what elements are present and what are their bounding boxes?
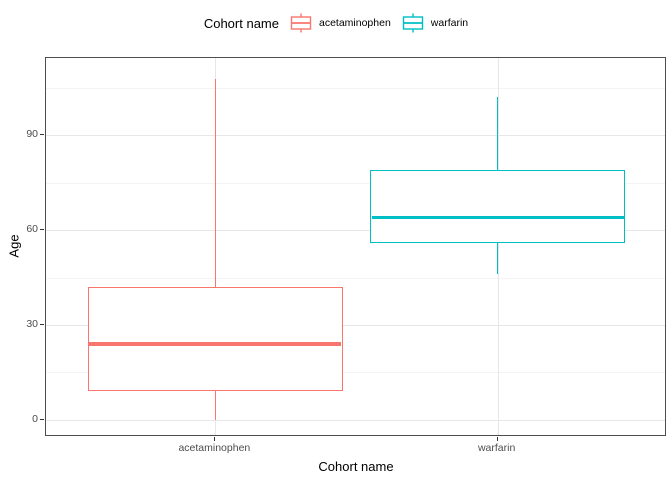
whisker-lower	[214, 391, 217, 420]
plot-panel	[45, 57, 666, 436]
y-tick-label: 90	[26, 128, 38, 141]
x-tick-label: warfarin	[477, 442, 516, 454]
legend-item-warfarin: warfarin	[400, 13, 468, 33]
whisker-upper	[214, 78, 217, 287]
y-gridline-minor	[46, 372, 665, 374]
y-tick-label: 30	[26, 317, 38, 330]
x-axis-title: Cohort name	[318, 459, 394, 474]
y-tick-mark	[40, 134, 44, 136]
whisker-lower	[496, 242, 499, 275]
legend: Cohort name acetaminophen warfarin	[0, 9, 672, 37]
legend-label-acetaminophen: acetaminophen	[318, 17, 391, 29]
whisker-upper	[496, 97, 499, 171]
x-tick-mark	[496, 437, 498, 441]
x-tick-mark	[214, 437, 216, 441]
y-axis-title: Age	[6, 234, 22, 258]
y-gridline-major	[46, 135, 665, 137]
box-iqr	[370, 170, 626, 243]
legend-title: Cohort name	[203, 15, 279, 31]
y-gridline-major	[46, 230, 665, 232]
y-gridline-minor	[46, 88, 665, 89]
y-tick-mark	[40, 229, 44, 231]
legend-item-acetaminophen: acetaminophen	[288, 13, 391, 33]
y-tick-label: 60	[26, 223, 38, 236]
y-gridline-minor	[46, 277, 665, 279]
boxplot-key-icon	[402, 13, 423, 33]
y-tick-label: 0	[32, 412, 38, 425]
legend-label-warfarin: warfarin	[430, 17, 469, 29]
boxplot-key-icon	[290, 13, 312, 33]
x-tick-label: acetaminophen	[178, 442, 251, 454]
y-gridline-minor	[46, 182, 665, 184]
y-gridline-major	[46, 419, 665, 421]
median-line	[89, 342, 342, 346]
y-tick-mark	[40, 323, 44, 325]
y-tick-mark	[40, 418, 44, 420]
box-iqr	[87, 286, 343, 392]
median-line	[371, 215, 624, 220]
y-gridline-major	[46, 324, 665, 326]
